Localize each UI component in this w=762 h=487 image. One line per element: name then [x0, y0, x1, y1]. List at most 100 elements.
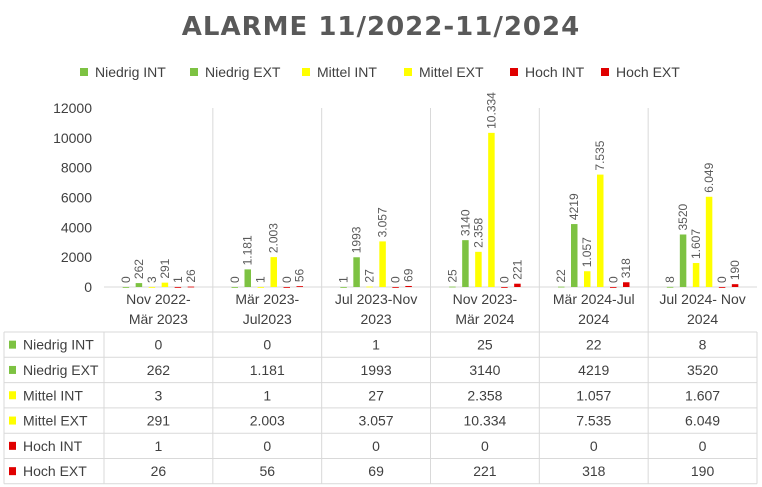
data-label: 27 [363, 269, 377, 283]
table-cell: 0 [155, 337, 163, 353]
table-cell: 3140 [469, 362, 500, 378]
table-cell: 10.334 [464, 413, 507, 429]
table-cell: 69 [368, 463, 384, 479]
data-label: 1 [171, 276, 185, 283]
x-category-label: Mär 2023- [235, 291, 299, 307]
bar [392, 287, 399, 288]
legend-swatch [404, 68, 412, 76]
table-cell: 1 [263, 387, 271, 403]
bar [610, 287, 617, 288]
bar [462, 240, 469, 287]
bar [174, 286, 182, 288]
legend-label: Mittel INT [317, 64, 377, 80]
bar [135, 283, 143, 287]
table-cell: 4219 [578, 362, 609, 378]
x-category-label: Nov 2023- [453, 291, 518, 307]
table-cell: 25 [477, 337, 493, 353]
table-cell: 262 [147, 362, 171, 378]
bar [731, 284, 739, 287]
table-cell: 1.181 [250, 362, 285, 378]
table-cell: 0 [481, 438, 489, 454]
bar [366, 286, 373, 288]
bar [187, 286, 195, 288]
data-label: 0 [606, 276, 620, 283]
data-label: 190 [728, 260, 742, 280]
data-label: 1993 [350, 226, 364, 253]
table-row-header: Niedrig INT [23, 337, 94, 353]
legend-item: Hoch INT [510, 64, 584, 80]
data-label: 0 [280, 276, 294, 283]
table-legend-key [9, 391, 16, 400]
data-label: 3140 [458, 209, 472, 236]
y-tick-label: 10000 [53, 130, 92, 146]
table-cell: 0 [263, 337, 271, 353]
table-cell: 2.003 [250, 413, 285, 429]
data-label: 25 [445, 269, 459, 283]
data-label: 1.181 [241, 235, 255, 265]
table-cell: 27 [368, 387, 384, 403]
table-cell: 0 [699, 438, 707, 454]
bar [679, 234, 687, 287]
y-tick-label: 2000 [61, 249, 92, 265]
data-label: 262 [132, 259, 146, 279]
legend-swatch [190, 68, 198, 76]
data-label: 3 [145, 276, 159, 283]
data-label: 8 [663, 276, 677, 283]
data-label: 3520 [676, 203, 690, 230]
bar [122, 287, 130, 288]
bar [449, 286, 456, 288]
table-cell: 56 [259, 463, 275, 479]
bar [571, 224, 578, 287]
bar [584, 271, 591, 287]
data-label: 4219 [567, 193, 581, 220]
data-label: 0 [119, 276, 133, 283]
table-cell: 2.358 [467, 387, 502, 403]
data-label: 1 [254, 276, 268, 283]
data-label: 69 [402, 268, 416, 282]
bar [623, 282, 630, 287]
data-label: 22 [554, 269, 568, 283]
table-legend-key [9, 365, 16, 374]
bar [296, 286, 303, 287]
bar [488, 132, 495, 287]
data-label: 0 [497, 276, 511, 283]
table-cell: 1.057 [576, 387, 611, 403]
table-row-header: Hoch EXT [23, 463, 87, 479]
bar [283, 287, 290, 288]
table-cell: 0 [590, 438, 598, 454]
legend-label: Hoch EXT [616, 64, 680, 80]
data-label: 0 [389, 276, 403, 283]
table-cell: 1 [372, 337, 380, 353]
x-category-label: Mär 2023 [129, 311, 188, 327]
y-tick-label: 12000 [53, 100, 92, 116]
data-label: 1.057 [580, 237, 594, 267]
legend-item: Niedrig EXT [190, 64, 280, 80]
x-category-label: Mär 2024-Jul [553, 291, 635, 307]
bar [666, 286, 674, 288]
table-cell: 7.535 [576, 413, 611, 429]
table-legend-key [9, 467, 16, 476]
y-tick-label: 8000 [61, 160, 92, 176]
table-legend-key [9, 416, 16, 425]
bar [705, 196, 713, 287]
bar [692, 263, 700, 287]
data-label: 56 [293, 268, 307, 282]
legend-swatch [302, 68, 310, 76]
bar [597, 174, 604, 287]
bar [558, 286, 565, 288]
table-cell: 6.049 [685, 413, 720, 429]
table-legend-key [9, 340, 16, 349]
data-label: 10.334 [484, 92, 498, 129]
x-category-label: 2024 [578, 311, 609, 327]
data-label: 0 [228, 276, 242, 283]
data-label: 7.535 [593, 140, 607, 170]
legend-item: Mittel INT [302, 64, 377, 80]
table-cell: 1 [155, 438, 163, 454]
bar [718, 287, 726, 288]
table-cell: 0 [372, 438, 380, 454]
data-label: 221 [510, 259, 524, 279]
bar [257, 286, 264, 288]
legend-item: Hoch EXT [601, 64, 680, 80]
x-category-label: Nov 2022- [126, 291, 191, 307]
